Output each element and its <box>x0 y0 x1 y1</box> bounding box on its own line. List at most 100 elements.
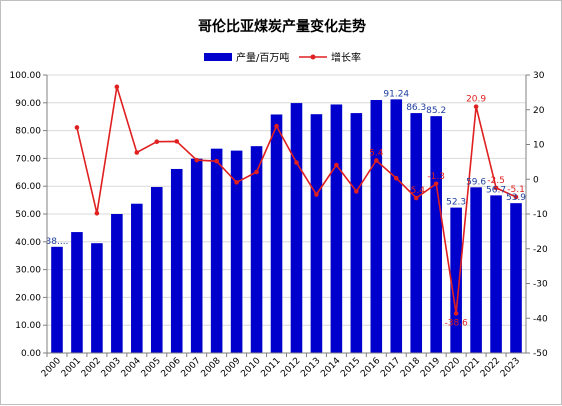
legend: 产量/百万吨 增长率 <box>204 51 361 64</box>
x-tick-label: 2017 <box>379 356 402 379</box>
growth-point <box>433 181 439 187</box>
bar <box>470 187 482 353</box>
growth-point <box>214 158 219 164</box>
bar-value-label: 86.3 <box>406 103 426 113</box>
left-tick-label: 30.00 <box>15 266 41 276</box>
growth-point <box>314 192 319 197</box>
legend-bar-swatch <box>204 53 232 61</box>
bar <box>450 207 462 353</box>
right-tick-label: -40 <box>533 314 548 324</box>
bar-value-label: 91.24 <box>383 89 409 99</box>
x-tick-label: 2022 <box>479 356 502 379</box>
x-tick-label: 2021 <box>459 356 482 379</box>
growth-point <box>234 180 239 185</box>
bar <box>71 232 83 353</box>
growth-point <box>114 84 120 90</box>
x-tick-label: 2007 <box>180 356 203 379</box>
x-tick-label: 2006 <box>160 356 183 379</box>
bar <box>111 214 123 353</box>
growth-point <box>194 157 199 163</box>
x-tick-label: 2010 <box>239 356 262 379</box>
right-tick-label: 10 <box>533 141 545 151</box>
bar <box>91 243 103 353</box>
left-tick-label: 100.00 <box>10 71 42 81</box>
bar <box>350 113 363 353</box>
x-tick-label: 2003 <box>100 356 123 379</box>
x-tick-label: 2016 <box>359 356 382 379</box>
bar-value-label: 56.7 <box>486 185 506 195</box>
left-tick-label: 40.00 <box>15 238 41 248</box>
bar <box>310 114 323 353</box>
bar <box>390 99 403 353</box>
growth-point <box>513 194 519 200</box>
growth-point <box>254 169 259 175</box>
left-tick-label: 80.00 <box>15 127 41 137</box>
growth-value-label: -2.5 <box>487 176 505 186</box>
growth-point <box>174 139 180 144</box>
x-tick-label: 2015 <box>339 356 362 379</box>
left-tick-label: 60.00 <box>15 182 41 192</box>
growth-point <box>154 139 160 145</box>
x-tick-label: 2018 <box>399 356 422 379</box>
bar-value-label: 59.6 <box>466 177 486 187</box>
growth-point <box>94 211 100 216</box>
bar-value-label: 85.2 <box>426 106 446 116</box>
bar <box>170 168 183 353</box>
x-tick-label: 2001 <box>60 356 83 379</box>
bar-value-label: 52.3 <box>446 198 466 208</box>
right-tick-label: -10 <box>533 210 548 220</box>
bar <box>270 114 283 353</box>
right-tick-label: 30 <box>533 71 545 81</box>
growth-point <box>473 104 479 109</box>
x-tick-label: 2008 <box>199 356 222 379</box>
bar <box>150 187 163 353</box>
growth-value-label: -5.1 <box>507 185 525 195</box>
growth-point <box>274 123 279 129</box>
growth-value-label: -5.4 <box>407 186 425 196</box>
x-tick-label: 2005 <box>140 356 163 379</box>
left-tick-label: 20.00 <box>15 293 41 303</box>
x-tick-label: 2014 <box>319 356 342 379</box>
bar <box>490 195 502 353</box>
growth-value-label: 20.9 <box>466 95 486 105</box>
growth-point <box>413 195 419 201</box>
bar <box>190 158 203 353</box>
left-tick-label: 50.00 <box>15 210 41 220</box>
growth-point <box>334 162 339 168</box>
growth-line-series <box>74 84 519 316</box>
bar <box>290 103 303 353</box>
left-tick-label: 70.00 <box>15 154 41 164</box>
bar-series <box>51 99 522 354</box>
growth-value-label: -38.6 <box>444 318 468 328</box>
bar-value-label: 53.9 <box>506 193 526 203</box>
legend-line-marker <box>310 54 316 60</box>
bar <box>210 148 223 353</box>
x-tick-label: 2019 <box>419 356 442 379</box>
right-tick-label: -20 <box>533 245 548 255</box>
growth-point <box>294 160 299 165</box>
bar <box>250 146 263 353</box>
left-tick-label: 10.00 <box>15 321 41 331</box>
growth-point <box>74 125 80 130</box>
bar <box>330 104 343 353</box>
growth-point <box>374 158 379 163</box>
bar <box>430 116 442 353</box>
chart-title: 哥伦比亚煤炭产量变化走势 <box>198 18 366 35</box>
growth-point <box>393 175 399 181</box>
growth-value-label: -1.3 <box>427 172 445 182</box>
right-tick-label: 20 <box>533 106 545 116</box>
growth-point <box>354 189 359 194</box>
bar <box>230 150 243 353</box>
x-tick-label: 2002 <box>80 356 103 379</box>
bar <box>410 113 423 353</box>
left-tick-label: 90.00 <box>15 99 41 109</box>
bar <box>131 203 143 353</box>
left-tick-label: 0.00 <box>21 349 41 359</box>
legend-bar-label: 产量/百万吨 <box>236 51 289 64</box>
x-tick-label: 2020 <box>439 356 462 379</box>
right-tick-label: -30 <box>533 280 548 290</box>
bar <box>370 100 383 354</box>
legend-line-label: 增长率 <box>331 51 361 64</box>
